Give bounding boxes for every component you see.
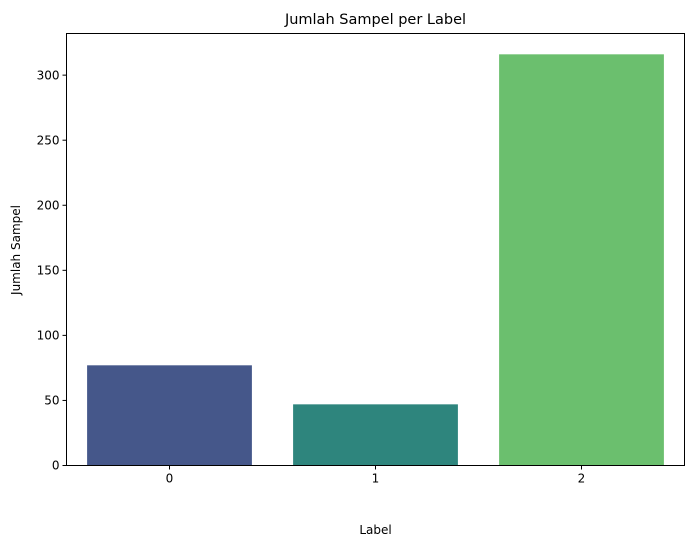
y-tick-label-50: 50 xyxy=(44,394,59,408)
bar-0 xyxy=(87,365,252,466)
y-tick-label-0: 0 xyxy=(52,459,60,473)
y-tick-label-250: 250 xyxy=(37,133,60,147)
x-axis-ticks: 0 1 2 xyxy=(166,465,586,486)
y-axis-label: Jumlah Sampel xyxy=(9,205,23,296)
y-tick-label-300: 300 xyxy=(37,68,60,82)
x-tick-label-2: 2 xyxy=(578,472,586,486)
plot-area: 0 50 100 150 200 250 300 0 1 2 xyxy=(37,33,685,486)
chart-title: Jumlah Sampel per Label xyxy=(284,12,466,28)
bars xyxy=(87,54,664,466)
y-tick-label-200: 200 xyxy=(37,198,60,212)
bar-2 xyxy=(499,54,664,466)
x-axis-label: Label xyxy=(359,523,391,537)
x-tick-label-0: 0 xyxy=(166,472,174,486)
x-tick-label-1: 1 xyxy=(372,472,380,486)
y-tick-label-100: 100 xyxy=(37,329,60,343)
y-tick-label-150: 150 xyxy=(37,264,60,278)
bar-1 xyxy=(293,404,458,466)
y-axis-ticks: 0 50 100 150 200 250 300 xyxy=(37,68,67,473)
